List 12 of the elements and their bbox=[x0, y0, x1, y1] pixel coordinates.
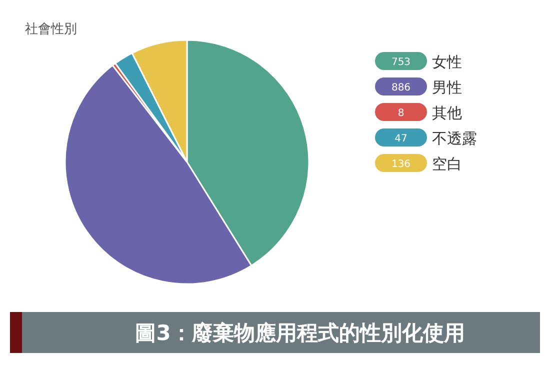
data-label: 753 bbox=[391, 57, 411, 68]
legend-label: 女性 bbox=[432, 53, 462, 71]
data-label: 47 bbox=[394, 134, 408, 144]
data-label: 136 bbox=[391, 159, 411, 170]
caption: 圖3：廢棄物應用程式的性別化使用 bbox=[135, 321, 465, 345]
legend-label: 不透露 bbox=[432, 130, 477, 148]
data-label: 886 bbox=[391, 82, 411, 94]
chart-title: 社會性別 bbox=[25, 22, 77, 37]
data-label: 8 bbox=[398, 108, 404, 119]
legend-label: 空白 bbox=[432, 155, 462, 173]
legend-label: 其他 bbox=[432, 104, 462, 122]
legend-label: 男性 bbox=[432, 78, 462, 96]
